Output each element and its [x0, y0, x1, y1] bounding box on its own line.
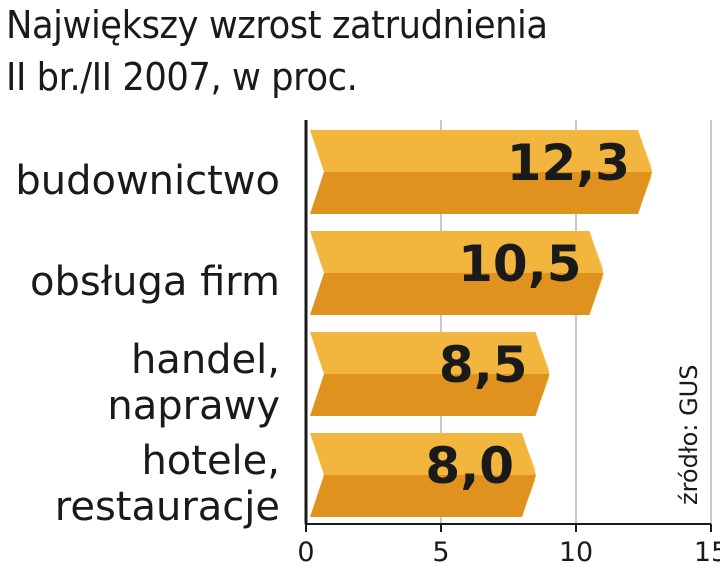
bar-top-0: [310, 130, 653, 172]
bar-3: [310, 432, 537, 518]
chart-title: Największy wzrost zatrudnienia: [6, 3, 548, 47]
bar-bottom-3: [310, 475, 536, 517]
category-label-3-1: restauracje: [55, 484, 280, 530]
x-tick-label-1: 5: [432, 537, 449, 567]
category-label-3-0: hotele,: [141, 438, 280, 484]
value-label-0: 12,3: [507, 134, 630, 192]
value-label-2: 8,5: [439, 336, 528, 394]
x-tick-label-0: 0: [297, 537, 314, 567]
category-label-2-0: handel,: [131, 337, 280, 383]
category-label-0-0: budownictwo: [15, 158, 280, 204]
bar-top-3: [310, 433, 536, 475]
bar-1: [310, 230, 605, 316]
x-tick-label-2: 10: [559, 537, 593, 567]
bar-bottom-0: [310, 172, 653, 214]
bar-bottom-2: [310, 374, 550, 416]
bar-top-1: [310, 231, 604, 273]
value-label-1: 10,5: [458, 235, 581, 293]
chart-subtitle: II br./II 2007, w proc.: [6, 55, 358, 99]
category-label-2-1: naprawy: [107, 383, 280, 429]
bar-0: [310, 129, 653, 215]
value-label-3: 8,0: [425, 437, 514, 495]
bar-2: [310, 331, 551, 417]
category-label-1-0: obsługa firm: [30, 259, 280, 305]
x-tick-label-3: 15: [694, 537, 720, 567]
bar-bottom-1: [310, 273, 604, 315]
source-note: źródło: GUS: [675, 365, 703, 505]
bar-top-2: [310, 332, 550, 374]
